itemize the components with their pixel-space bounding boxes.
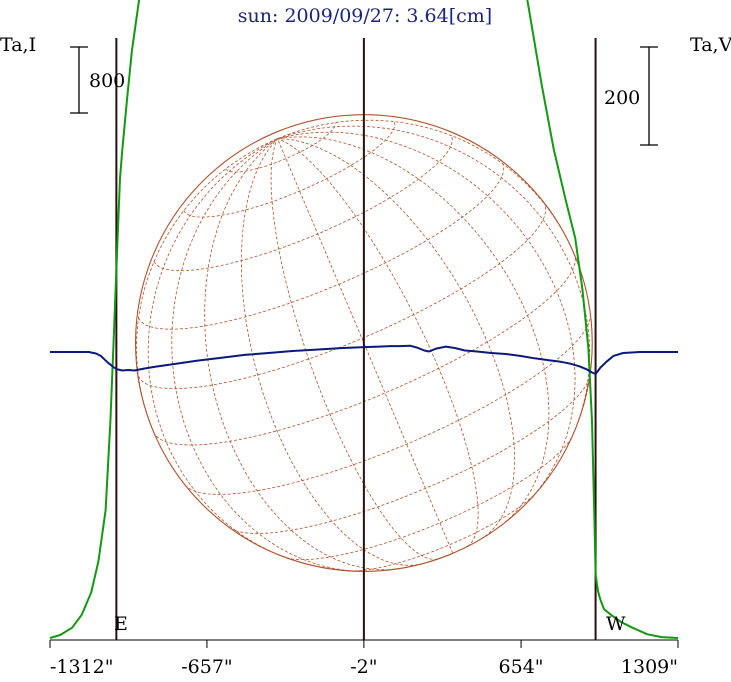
- limb-label-east: E: [114, 613, 128, 635]
- reference-lines: [115, 38, 597, 640]
- series-line-V: [50, 344, 678, 375]
- chart-title: sun: 2009/09/27: 3.64[cm]: [238, 5, 492, 27]
- longitude-line: [241, 138, 424, 566]
- longitude-line: [204, 138, 400, 571]
- longitude-line: [277, 125, 591, 440]
- latitude-line: [225, 122, 336, 173]
- x-tick-label: -657": [181, 656, 232, 678]
- latitude-line: [348, 490, 539, 572]
- latitude-line: [138, 163, 505, 330]
- series-lines: [49, 0, 679, 639]
- longitude-line: [147, 138, 289, 559]
- x-axis: -1312" -657" -2" 654" 1309": [49, 639, 679, 678]
- longitude-line: [136, 138, 278, 433]
- x-tick-label: 1309": [621, 656, 678, 678]
- solar-disk-grid: [134, 114, 593, 572]
- right-axis-label: Ta,V: [690, 34, 731, 56]
- longitude-line: [277, 138, 515, 540]
- longitude-line: [277, 131, 576, 500]
- x-tick-label: -2": [350, 656, 377, 678]
- series-line-I: [49, 0, 679, 639]
- x-tick-label: 654": [499, 656, 544, 678]
- longitude-line: [277, 136, 550, 526]
- limb-label-west: W: [606, 613, 626, 635]
- x-tick-label: -1312": [50, 656, 114, 678]
- latitude-line: [184, 313, 591, 495]
- scale-bar-left: 800: [70, 46, 125, 114]
- longitude-line: [277, 138, 479, 547]
- scale-bar-right: 200: [604, 46, 658, 146]
- longitude-line: [277, 138, 454, 554]
- latitude-line: [230, 376, 590, 534]
- scale-bar-right-value: 200: [604, 87, 640, 109]
- longitude-line: [277, 119, 575, 255]
- left-axis-label: Ta,I: [0, 34, 36, 56]
- longitude-line: [270, 138, 438, 560]
- scale-bar-left-value: 800: [89, 70, 125, 92]
- latitude-line: [285, 436, 573, 560]
- longitude-line: [171, 138, 360, 572]
